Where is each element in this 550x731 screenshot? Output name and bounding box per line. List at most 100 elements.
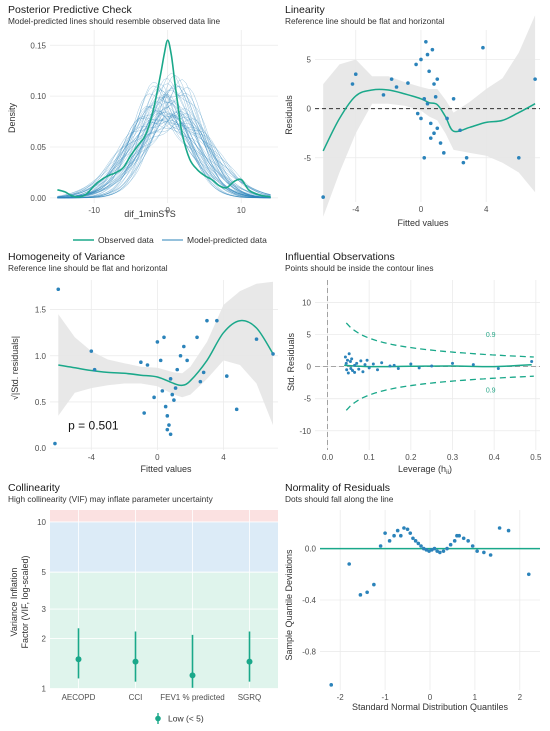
- normality-point: [526, 572, 531, 577]
- linearity-point: [428, 136, 433, 140]
- panel-collinearity: Collinearity High collinearity (VIF) may…: [8, 482, 214, 724]
- homogeneity-xtick: 4: [221, 453, 226, 462]
- linearity-point: [321, 195, 325, 199]
- ppc-predicted-line: [57, 117, 271, 198]
- ppc-predicted-line: [57, 113, 271, 198]
- normality-point: [402, 526, 406, 530]
- linearity-point: [425, 52, 430, 57]
- ppc-title: Posterior Predictive Check: [8, 4, 132, 16]
- ppc-predicted-line: [57, 100, 271, 198]
- influential-point: [346, 358, 349, 362]
- collinearity-band-moderate: [50, 521, 278, 573]
- ppc-predicted-line: [57, 120, 271, 198]
- influential-xtick: 0.4: [489, 453, 501, 462]
- linearity-point: [425, 101, 430, 106]
- influential-point: [496, 367, 500, 371]
- panel-normality: Normality of Residuals Dots should fall …: [284, 482, 509, 712]
- influential-contour-label-lower: 0.9: [486, 387, 496, 394]
- ppc-predicted-line: [57, 114, 271, 198]
- normality-point: [392, 533, 396, 538]
- influential-point: [344, 361, 348, 365]
- ppc-predicted-line: [57, 114, 271, 198]
- homogeneity-point: [205, 318, 209, 323]
- homogeneity-point: [224, 374, 229, 378]
- linearity-point: [422, 155, 427, 160]
- influential-ytick: 5: [307, 331, 312, 340]
- normality-point: [506, 528, 511, 533]
- homogeneity-smooth-line: [58, 319, 274, 387]
- ppc-predicted-line: [57, 78, 271, 199]
- influential-point: [345, 368, 349, 372]
- linearity-plot: -4 0 4 -5 0 5: [304, 15, 540, 217]
- ppc-predicted-line: [57, 72, 271, 199]
- homogeneity-point: [160, 389, 165, 393]
- panel-homogeneity: Homogeneity of Variance Reference line s…: [8, 251, 192, 474]
- linearity-xtick: -4: [352, 205, 360, 214]
- ppc-legend: Observed data Model-predicted data: [73, 235, 267, 245]
- linearity-point: [414, 62, 418, 67]
- linearity-xtick: 0: [419, 205, 424, 214]
- influential-point: [348, 359, 352, 363]
- homogeneity-subtitle: Reference line should be flat and horizo…: [8, 263, 168, 273]
- normality-point: [435, 549, 439, 553]
- panel-linearity: Linearity Reference line should be flat …: [284, 4, 449, 228]
- homogeneity-point: [185, 358, 189, 363]
- ppc-xtick: 10: [237, 206, 246, 215]
- linearity-smooth-line: [322, 88, 536, 152]
- influential-point: [361, 370, 365, 374]
- collinearity-ylabel-line2: Factor (VIF, log-scaled): [20, 555, 30, 648]
- influential-xtick: 0.1: [364, 453, 376, 462]
- homogeneity-point: [168, 377, 173, 381]
- homogeneity-point: [271, 352, 275, 356]
- collinearity-point: [132, 658, 139, 665]
- homogeneity-point: [172, 398, 176, 402]
- collinearity-subtitle: High collinearity (VIF) may inflate para…: [8, 494, 214, 504]
- collinearity-xtick: SGRQ: [238, 693, 262, 702]
- legend-key-low-dot: [155, 715, 161, 722]
- influential-point: [355, 361, 359, 365]
- normality-ytick: 0.0: [305, 545, 317, 554]
- ppc-predicted-line: [57, 87, 271, 199]
- ppc-observed-line: [57, 39, 271, 198]
- linearity-point: [350, 82, 355, 86]
- normality-point: [445, 546, 449, 551]
- panel-influential: Influential Observations Points should b…: [285, 251, 452, 476]
- homogeneity-point: [173, 386, 178, 390]
- influential-point: [353, 363, 357, 367]
- linearity-point: [427, 69, 431, 74]
- influential-contour-upper: [345, 322, 534, 358]
- linearity-xlabel: Fitted values: [397, 218, 449, 228]
- influential-point: [353, 370, 357, 374]
- normality-point: [383, 531, 387, 535]
- ppc-predicted-line: [57, 83, 271, 199]
- homogeneity-point: [170, 392, 175, 397]
- homogeneity-point: [215, 318, 219, 323]
- normality-point: [448, 542, 453, 547]
- ppc-predicted-line: [57, 89, 271, 199]
- homogeneity-ytick: 0.0: [35, 444, 47, 453]
- collinearity-xtick: CCI: [129, 693, 143, 702]
- linearity-point: [415, 111, 420, 116]
- influential-subtitle: Points should be inside the contour line…: [285, 263, 434, 273]
- homogeneity-point: [92, 367, 97, 372]
- homogeneity-ci-band: [58, 281, 273, 426]
- collinearity-ytick: 3: [42, 605, 47, 614]
- homogeneity-point: [163, 404, 168, 409]
- linearity-point: [419, 116, 423, 121]
- collinearity-point: [189, 672, 196, 679]
- homogeneity-xtick: 0: [155, 453, 160, 462]
- ppc-predicted-line: [57, 113, 271, 198]
- collinearity-plot: 1 2 3 5 10 AECOPD CCI FEV1 % predicted SGRQ: [37, 510, 278, 702]
- normality-point: [416, 541, 421, 546]
- linearity-point: [533, 77, 537, 81]
- homogeneity-title: Homogeneity of Variance: [8, 251, 125, 263]
- linearity-ylabel: Residuals: [284, 95, 294, 135]
- homogeneity-point: [142, 411, 146, 415]
- ppc-predicted-line: [57, 88, 271, 199]
- ppc-predicted-line: [57, 85, 271, 199]
- linearity-point: [406, 81, 410, 85]
- ppc-predicted-line: [57, 83, 271, 199]
- homogeneity-point: [254, 337, 259, 341]
- linearity-point: [428, 121, 433, 126]
- ppc-predicted-line: [57, 110, 271, 198]
